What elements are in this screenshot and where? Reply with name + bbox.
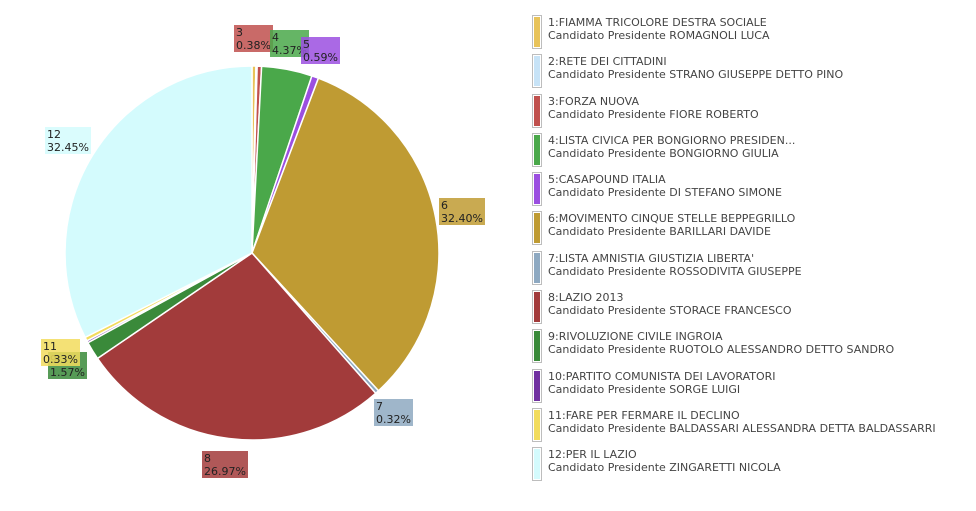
legend-text-7: 7:LISTA AMNISTIA GIUSTIZIA LIBERTA' Candi…: [548, 252, 802, 278]
legend-list-name: 11:FARE PER FERMARE IL DECLINO: [548, 408, 740, 422]
legend-item-4[interactable]: 4:LISTA CIVICA PER BONGIORNO PRESIDEN...…: [532, 131, 972, 170]
legend-text-2: 2:RETE DEI CITTADINI Candidato Presidente…: [548, 55, 843, 81]
slice-label-id-12: 12: [47, 128, 61, 141]
legend-swatch-1: [532, 15, 542, 49]
legend-text-4: 4:LISTA CIVICA PER BONGIORNO PRESIDEN...…: [548, 134, 795, 160]
legend-list-name: 8:LAZIO 2013: [548, 291, 624, 305]
slice-label-id-6: 6: [441, 199, 448, 212]
legend-list-name: 9:RIVOLUZIONE CIVILE INGROIA: [548, 330, 723, 344]
legend-candidate-name: Candidato Presidente STORACE FRANCESCO: [548, 304, 792, 318]
legend-item-7[interactable]: 7:LISTA AMNISTIA GIUSTIZIA LIBERTA' Candi…: [532, 249, 972, 288]
legend-candidate-name: Candidato Presidente SORGE LUIGI: [548, 382, 741, 396]
legend-swatch-2: [532, 54, 542, 89]
legend-swatch-7: [532, 250, 542, 285]
slice-label-bg-11: [41, 339, 80, 366]
legend-candidate-name: Candidato Presidente ZINGARETTI NICOLA: [548, 461, 781, 475]
slice-label-percent-12: 32.45%: [47, 141, 89, 154]
legend-swatch-4: [532, 132, 542, 167]
legend-swatch-3: [532, 93, 542, 128]
legend-item-9[interactable]: 9:RIVOLUZIONE CIVILE INGROIA Candidato Pr…: [532, 327, 972, 366]
slice-label-3: 30.38%: [234, 25, 273, 52]
legend-text-5: 5:CASAPOUND ITALIA Candidato Presidente D…: [548, 173, 782, 199]
legend-swatch-12: [532, 447, 542, 482]
legend-candidate-name: Candidato Presidente DI STEFANO SIMONE: [548, 186, 782, 200]
legend-text-10: 10:PARTITO COMUNISTA DEI LAVORATORI Candi…: [548, 370, 776, 396]
slice-label-id-11: 11: [43, 340, 57, 353]
legend-swatch-10: [532, 368, 542, 403]
legend-candidate-name: Candidato Presidente RUOTOLO ALESSANDRO …: [548, 343, 895, 357]
legend-list-name: 1:FIAMMA TRICOLORE DESTRA SOCIALE: [548, 16, 767, 29]
legend-candidate-name: Candidato Presidente BALDASSARI ALESSAND…: [548, 421, 936, 435]
slice-label-percent-7: 0.32%: [376, 413, 411, 426]
slice-label-id-8: 8: [204, 452, 211, 465]
legend-text-12: 12:PER IL LAZIO Candidato Presidente ZING…: [548, 448, 781, 474]
legend-list-name: 10:PARTITO COMUNISTA DEI LAVORATORI: [548, 369, 776, 383]
legend-text-3: 3:FORZA NUOVA Candidato Presidente FIORE …: [548, 95, 759, 121]
legend-candidate-name: Candidato Presidente BARILLARI DAVIDE: [548, 225, 771, 239]
slice-label-bg-12: [45, 127, 91, 154]
slice-label-percent-3: 0.38%: [236, 39, 271, 52]
slice-label-id-4: 4: [272, 31, 279, 44]
legend-item-8[interactable]: 8:LAZIO 2013 Candidato Presidente STORACE…: [532, 288, 972, 327]
legend-swatch-8: [532, 290, 542, 325]
legend-candidate-name: Candidato Presidente ROMAGNOLI LUCA: [548, 29, 770, 42]
legend-list-name: 5:CASAPOUND ITALIA: [548, 173, 666, 187]
pie-slice-6[interactable]: [251, 77, 440, 392]
legend-item-2[interactable]: 2:RETE DEI CITTADINI Candidato Presidente…: [532, 52, 972, 91]
legend-swatch-6: [532, 211, 542, 246]
legend-text-8: 8:LAZIO 2013 Candidato Presidente STORACE…: [548, 291, 792, 317]
legend-swatch-9: [532, 329, 542, 364]
legend-list-name: 4:LISTA CIVICA PER BONGIORNO PRESIDEN...: [548, 133, 796, 147]
slice-label-id-7: 7: [376, 400, 383, 413]
slice-label-id-5: 5: [303, 38, 310, 51]
slice-label-bg-3: [234, 25, 273, 52]
legend-swatch-5: [532, 172, 542, 207]
slice-label-bg-5: [301, 37, 340, 64]
slice-label-7: 70.32%: [374, 399, 413, 426]
slice-labels: 30.38%44.37%50.59%632.40%70.32%826.97%91…: [41, 25, 485, 478]
legend-item-3[interactable]: 3:FORZA NUOVA Candidato Presidente FIORE …: [532, 92, 972, 131]
legend-list-name: 7:LISTA AMNISTIA GIUSTIZIA LIBERTA': [548, 251, 755, 265]
legend-candidate-name: Candidato Presidente BONGIORNO GIULIA: [548, 146, 779, 160]
slice-label-bg-6: [439, 198, 485, 225]
legend-candidate-name: Candidato Presidente ROSSODIVITA GIUSEPP…: [548, 264, 802, 278]
legend-item-1[interactable]: 1:FIAMMA TRICOLORE DESTRA SOCIALE Candida…: [532, 13, 972, 52]
slice-label-5: 50.59%: [301, 37, 340, 64]
slice-label-11: 110.33%: [41, 339, 80, 366]
slice-label-percent-6: 32.40%: [441, 212, 483, 225]
slice-label-8: 826.97%: [202, 451, 248, 478]
slice-label-bg-7: [374, 399, 413, 426]
legend-list-name: 6:MOVIMENTO CINQUE STELLE BEPPEGRILLO: [548, 212, 796, 226]
slice-label-percent-4: 4.37%: [272, 44, 307, 57]
slice-label-percent-8: 26.97%: [204, 465, 246, 478]
pie-slice-8[interactable]: [96, 252, 377, 441]
slice-label-id-3: 3: [236, 26, 243, 39]
legend-list-name: 12:PER IL LAZIO: [548, 448, 637, 462]
legend-item-12[interactable]: 12:PER IL LAZIO Candidato Presidente ZING…: [532, 445, 972, 484]
legend-text-6: 6:MOVIMENTO CINQUE STELLE BEPPEGRILLO Can…: [548, 212, 795, 238]
legend-candidate-name: Candidato Presidente FIORE ROBERTO: [548, 107, 759, 121]
legend-item-6[interactable]: 6:MOVIMENTO CINQUE STELLE BEPPEGRILLO Can…: [532, 209, 972, 248]
slice-label-bg-8: [202, 451, 248, 478]
legend-candidate-name: Candidato Presidente STRANO GIUSEPPE DET…: [548, 68, 844, 82]
slice-label-percent-5: 0.59%: [303, 51, 338, 64]
legend-list-name: 3:FORZA NUOVA: [548, 94, 639, 108]
legend: 1:FIAMMA TRICOLORE DESTRA SOCIALE Candida…: [532, 13, 972, 485]
slice-label-percent-11: 0.33%: [43, 353, 78, 366]
legend-text-9: 9:RIVOLUZIONE CIVILE INGROIA Candidato Pr…: [548, 330, 894, 356]
legend-item-5[interactable]: 5:CASAPOUND ITALIA Candidato Presidente D…: [532, 170, 972, 209]
slice-label-percent-9: 1.57%: [50, 366, 85, 379]
pie-chart: 30.38%44.37%50.59%632.40%70.32%826.97%91…: [41, 25, 485, 478]
legend-item-11[interactable]: 11:FARE PER FERMARE IL DECLINO Candidato …: [532, 406, 972, 445]
legend-item-10[interactable]: 10:PARTITO COMUNISTA DEI LAVORATORI Candi…: [532, 367, 972, 406]
legend-text-1: 1:FIAMMA TRICOLORE DESTRA SOCIALE Candida…: [548, 16, 770, 42]
legend-swatch-11: [532, 407, 542, 442]
pie-slice-12[interactable]: [64, 65, 253, 339]
pie-slices: [64, 65, 440, 441]
legend-list-name: 2:RETE DEI CITTADINI: [548, 55, 667, 69]
slice-label-6: 632.40%: [439, 198, 485, 225]
legend-text-11: 11:FARE PER FERMARE IL DECLINO Candidato …: [548, 409, 936, 435]
